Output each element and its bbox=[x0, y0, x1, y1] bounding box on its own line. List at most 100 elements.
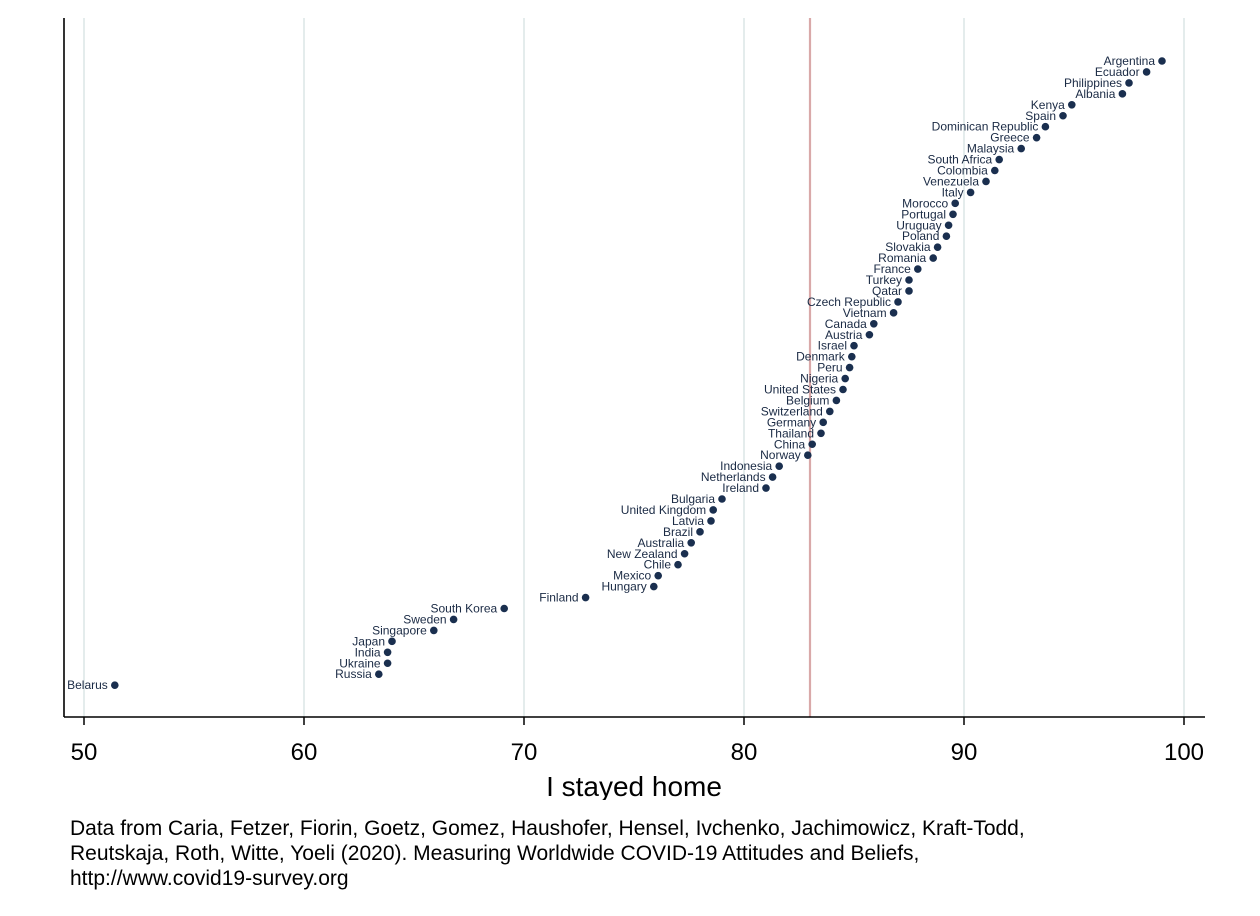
label-ecuador: Ecuador bbox=[1095, 65, 1140, 79]
source-note-line-3: http://www.covid19-survey.org bbox=[70, 867, 349, 890]
point-singapore bbox=[430, 626, 438, 635]
source-note-line-2: Reutskaja, Roth, Witte, Yoeli (2020). Me… bbox=[70, 842, 920, 865]
label-ireland: Ireland bbox=[722, 481, 759, 495]
point-germany bbox=[819, 418, 827, 427]
x-axis-ticks: 50 60 70 80 90 100 bbox=[71, 717, 1204, 766]
label-australia: Australia bbox=[638, 536, 685, 550]
label-norway: Norway bbox=[760, 448, 801, 462]
label-slovakia: Slovakia bbox=[885, 240, 931, 254]
point-india bbox=[383, 648, 392, 657]
point-ukraine bbox=[383, 659, 392, 668]
label-finland: Finland bbox=[539, 591, 578, 605]
point-thailand bbox=[817, 429, 825, 438]
label-china: China bbox=[774, 437, 806, 451]
point-spain bbox=[1059, 111, 1067, 120]
label-brazil: Brazil bbox=[663, 525, 693, 539]
label-switzerland: Switzerland bbox=[761, 404, 823, 418]
label-philippines: Philippines bbox=[1064, 76, 1122, 90]
label-japan: Japan bbox=[352, 634, 385, 648]
label-belgium: Belgium bbox=[786, 393, 829, 407]
label-ukraine: Ukraine bbox=[339, 656, 381, 670]
x-tick-label-70: 70 bbox=[511, 739, 538, 766]
point-turkey bbox=[905, 276, 913, 284]
x-tick-label-90: 90 bbox=[951, 739, 978, 766]
label-united-kingdom: United Kingdom bbox=[621, 503, 706, 517]
label-czech-republic: Czech Republic bbox=[807, 295, 891, 309]
point-morocco bbox=[951, 199, 959, 208]
label-netherlands: Netherlands bbox=[701, 470, 766, 484]
point-france bbox=[914, 265, 922, 273]
point-romania bbox=[929, 254, 937, 262]
point-nigeria bbox=[841, 374, 849, 383]
point-portugal bbox=[949, 210, 957, 219]
label-venezuela: Venezuela bbox=[923, 174, 979, 188]
point-denmark bbox=[848, 352, 856, 361]
point-israel bbox=[850, 341, 858, 350]
point-kenya bbox=[1068, 101, 1076, 109]
label-peru: Peru bbox=[817, 361, 842, 375]
point-australia bbox=[687, 539, 695, 547]
label-qatar: Qatar bbox=[872, 284, 902, 298]
label-israel: Israel bbox=[818, 339, 847, 353]
label-singapore: Singapore bbox=[372, 623, 427, 637]
label-colombia: Colombia bbox=[937, 164, 988, 178]
label-new-zealand: New Zealand bbox=[607, 547, 678, 561]
x-tick-label-60: 60 bbox=[291, 739, 318, 766]
point-greece bbox=[1032, 133, 1041, 142]
point-malaysia bbox=[1017, 144, 1025, 153]
label-italy: Italy bbox=[942, 185, 964, 199]
label-south-korea: South Korea bbox=[430, 602, 497, 616]
point-belgium bbox=[832, 396, 841, 405]
point-indonesia bbox=[775, 462, 783, 470]
point-mexico bbox=[654, 571, 662, 580]
x-tick-label-100: 100 bbox=[1164, 739, 1204, 766]
point-austria bbox=[865, 330, 874, 339]
point-philippines bbox=[1125, 79, 1133, 87]
point-vietnam bbox=[889, 309, 898, 317]
label-malaysia: Malaysia bbox=[967, 142, 1015, 156]
scatter-chart: 50 60 70 80 90 100 ArgentinaEcuadorPhilippine… bbox=[63, 18, 1205, 800]
point-ecuador bbox=[1142, 68, 1151, 76]
point-venezuela bbox=[982, 177, 990, 186]
point-colombia bbox=[991, 166, 999, 175]
label-mexico: Mexico bbox=[613, 569, 651, 583]
point-dominican-republic bbox=[1041, 122, 1050, 131]
label-indonesia: Indonesia bbox=[720, 459, 772, 473]
label-dominican-republic: Dominican Republic bbox=[932, 120, 1039, 134]
label-denmark: Denmark bbox=[796, 350, 846, 364]
point-hungary bbox=[650, 582, 658, 591]
label-south-africa: South Africa bbox=[927, 153, 992, 167]
point-slovakia bbox=[933, 243, 942, 251]
label-romania: Romania bbox=[878, 251, 926, 265]
point-poland bbox=[942, 232, 951, 240]
point-netherlands bbox=[768, 473, 777, 481]
point-united-kingdom bbox=[709, 506, 717, 514]
data-points: ArgentinaEcuadorPhilippinesAlbaniaKenyaS… bbox=[67, 54, 1166, 692]
label-thailand: Thailand bbox=[768, 426, 814, 440]
point-new-zealand bbox=[680, 549, 689, 558]
label-portugal: Portugal bbox=[901, 207, 946, 221]
label-spain: Spain bbox=[1025, 109, 1056, 123]
label-sweden: Sweden bbox=[403, 612, 446, 626]
point-argentina bbox=[1158, 57, 1166, 65]
vertical-gridlines bbox=[83, 18, 1185, 717]
point-norway bbox=[804, 451, 812, 460]
point-brazil bbox=[696, 528, 704, 536]
point-peru bbox=[845, 363, 854, 372]
point-uruguay bbox=[944, 221, 953, 230]
label-kenya: Kenya bbox=[1031, 98, 1065, 112]
point-latvia bbox=[707, 517, 715, 525]
label-belarus: Belarus bbox=[67, 678, 108, 692]
label-morocco: Morocco bbox=[902, 196, 948, 210]
label-argentina: Argentina bbox=[1104, 54, 1156, 68]
label-uruguay: Uruguay bbox=[896, 218, 941, 232]
point-ireland bbox=[762, 484, 770, 492]
point-sweden bbox=[449, 615, 458, 624]
point-south-africa bbox=[995, 155, 1003, 164]
point-albania bbox=[1118, 90, 1127, 98]
label-bulgaria: Bulgaria bbox=[671, 492, 715, 506]
point-russia bbox=[375, 670, 383, 678]
point-united-states bbox=[839, 385, 847, 394]
point-switzerland bbox=[826, 407, 834, 416]
label-france: France bbox=[873, 262, 911, 276]
